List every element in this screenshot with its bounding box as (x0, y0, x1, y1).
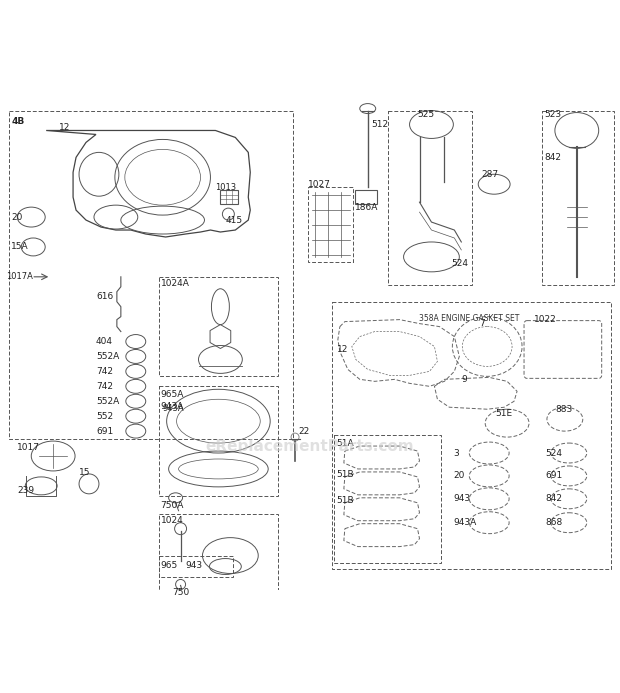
Text: 1013: 1013 (215, 183, 237, 192)
Text: 883: 883 (555, 405, 572, 414)
Text: 1022: 1022 (534, 315, 557, 324)
Text: 552: 552 (96, 412, 113, 421)
Text: 524: 524 (545, 448, 562, 457)
Text: 15A: 15A (11, 243, 29, 252)
Bar (388, 111, 472, 285)
Text: 12: 12 (59, 123, 71, 132)
Text: 12: 12 (337, 345, 348, 354)
Text: 691: 691 (96, 427, 113, 436)
Text: 287: 287 (481, 170, 498, 179)
Text: 3: 3 (453, 448, 459, 457)
Text: 20: 20 (11, 213, 23, 222)
Text: eReplacementParts.com: eReplacementParts.com (206, 439, 414, 453)
Text: 1024A: 1024A (161, 279, 190, 288)
Bar (159, 386, 278, 495)
Text: 943A: 943A (161, 402, 184, 411)
Text: 965: 965 (161, 561, 178, 570)
Text: 186A: 186A (355, 202, 378, 211)
Bar (159, 277, 278, 376)
Text: 51B: 51B (336, 496, 353, 505)
Text: 404: 404 (96, 337, 113, 346)
Bar (542, 111, 614, 285)
Text: 415: 415 (226, 216, 242, 225)
Text: 512: 512 (372, 120, 389, 129)
Text: 1027: 1027 (308, 179, 331, 188)
Text: 742: 742 (96, 367, 113, 376)
Text: 523: 523 (544, 110, 561, 119)
Bar (332, 301, 611, 568)
Text: 943A: 943A (453, 518, 477, 527)
Text: 552A: 552A (96, 397, 119, 406)
Text: 943A: 943A (162, 404, 184, 413)
Text: 1017A: 1017A (6, 272, 33, 281)
Text: 239: 239 (17, 486, 35, 495)
Text: 7: 7 (479, 319, 485, 328)
Bar (334, 435, 441, 563)
Text: 691: 691 (545, 471, 562, 480)
Text: 750A: 750A (161, 501, 184, 510)
Text: 524: 524 (451, 259, 468, 268)
Text: 868: 868 (545, 518, 562, 527)
Text: 9: 9 (461, 375, 467, 384)
Text: 51B: 51B (336, 471, 353, 480)
Text: 15: 15 (79, 468, 91, 477)
Text: 51E: 51E (495, 409, 512, 418)
Text: 22: 22 (298, 427, 309, 436)
Text: 943: 943 (453, 494, 471, 503)
Bar (159, 556, 233, 577)
Text: 965A: 965A (161, 389, 184, 398)
Text: 525: 525 (417, 110, 435, 119)
Text: 20: 20 (453, 471, 465, 480)
Text: 358A ENGINE GASKET SET: 358A ENGINE GASKET SET (419, 314, 520, 323)
Bar (355, 190, 377, 204)
Text: 616: 616 (96, 292, 113, 301)
Text: 552A: 552A (96, 352, 119, 361)
Text: 943: 943 (185, 561, 203, 570)
Text: 4B: 4B (11, 116, 25, 125)
Bar (159, 514, 278, 593)
Text: 1024: 1024 (161, 516, 184, 525)
Text: 842: 842 (545, 494, 562, 503)
Bar (220, 190, 238, 204)
Text: 742: 742 (96, 382, 113, 391)
Text: 51A: 51A (336, 439, 353, 448)
Text: 1017: 1017 (17, 443, 40, 452)
Bar (9, 111, 293, 439)
Text: 842: 842 (544, 153, 561, 162)
Text: 750: 750 (172, 588, 190, 597)
Bar (308, 187, 353, 262)
